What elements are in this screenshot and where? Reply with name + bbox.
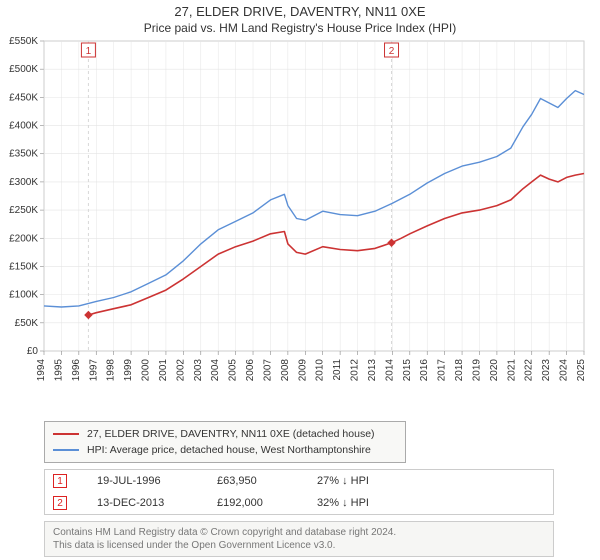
svg-text:£200K: £200K — [9, 233, 38, 244]
svg-text:2023: 2023 — [541, 359, 552, 382]
svg-text:2021: 2021 — [506, 359, 517, 382]
svg-text:£500K: £500K — [9, 64, 38, 75]
legend-item: HPI: Average price, detached house, West… — [53, 442, 397, 458]
legend-label: HPI: Average price, detached house, West… — [87, 444, 371, 456]
svg-text:1995: 1995 — [53, 359, 64, 382]
svg-text:2011: 2011 — [332, 359, 343, 381]
svg-text:£300K: £300K — [9, 177, 38, 188]
sale-delta: 27% ↓ HPI — [317, 475, 407, 487]
svg-text:2001: 2001 — [158, 359, 169, 382]
svg-text:1996: 1996 — [71, 359, 82, 382]
svg-text:2005: 2005 — [228, 359, 239, 382]
sales-table: 1 19-JUL-1996 £63,950 27% ↓ HPI 2 13-DEC-2013… — [44, 469, 554, 515]
svg-text:1: 1 — [86, 46, 92, 57]
legend: 27, ELDER DRIVE, DAVENTRY, NN11 0XE (det… — [44, 421, 406, 463]
svg-text:2017: 2017 — [437, 359, 448, 382]
sale-price: £63,950 — [217, 475, 287, 487]
attribution-footer: Contains HM Land Registry data © Crown c… — [44, 521, 554, 557]
sale-date: 13-DEC-2013 — [97, 497, 187, 509]
svg-text:£450K: £450K — [9, 92, 38, 103]
svg-text:£350K: £350K — [9, 149, 38, 160]
title-subtitle: Price paid vs. HM Land Registry's House … — [0, 21, 600, 35]
svg-text:£0: £0 — [27, 346, 39, 357]
chart-titles: 27, ELDER DRIVE, DAVENTRY, NN11 0XE Pric… — [0, 0, 600, 35]
legend-swatch — [53, 449, 79, 451]
svg-text:2002: 2002 — [175, 359, 186, 382]
svg-text:£550K: £550K — [9, 36, 38, 47]
svg-text:2025: 2025 — [576, 359, 587, 382]
svg-text:2009: 2009 — [297, 359, 308, 382]
svg-text:2020: 2020 — [489, 359, 500, 382]
svg-text:£400K: £400K — [9, 121, 38, 132]
svg-text:2014: 2014 — [384, 359, 395, 382]
title-address: 27, ELDER DRIVE, DAVENTRY, NN11 0XE — [0, 4, 600, 19]
svg-text:2022: 2022 — [524, 359, 535, 382]
svg-text:£50K: £50K — [15, 318, 39, 329]
sale-badge: 2 — [53, 496, 67, 510]
footer-line1: Contains HM Land Registry data © Crown c… — [53, 526, 545, 539]
sale-delta: 32% ↓ HPI — [317, 497, 407, 509]
line-chart: £0 £50K £100K £150K £200K £250K £300K £350K £400… — [0, 35, 600, 415]
sale-badge: 1 — [53, 474, 67, 488]
legend-swatch — [53, 433, 79, 435]
svg-text:£150K: £150K — [9, 261, 38, 272]
svg-text:2007: 2007 — [262, 359, 273, 382]
svg-text:2012: 2012 — [350, 359, 361, 382]
svg-text:£100K: £100K — [9, 290, 38, 301]
svg-text:2016: 2016 — [419, 359, 430, 382]
svg-text:2000: 2000 — [141, 359, 152, 382]
svg-text:2010: 2010 — [315, 359, 326, 382]
svg-text:2008: 2008 — [280, 359, 291, 382]
sale-row: 1 19-JUL-1996 £63,950 27% ↓ HPI — [45, 470, 553, 492]
legend-label: 27, ELDER DRIVE, DAVENTRY, NN11 0XE (det… — [87, 428, 375, 440]
svg-text:£250K: £250K — [9, 205, 38, 216]
svg-text:2013: 2013 — [367, 359, 378, 382]
svg-text:1997: 1997 — [88, 359, 99, 382]
chart-area: £0 £50K £100K £150K £200K £250K £300K £350K £400… — [0, 35, 600, 415]
sale-row: 2 13-DEC-2013 £192,000 32% ↓ HPI — [45, 492, 553, 514]
svg-text:2019: 2019 — [471, 359, 482, 382]
sale-price: £192,000 — [217, 497, 287, 509]
svg-text:2015: 2015 — [402, 359, 413, 382]
svg-text:2024: 2024 — [559, 359, 570, 382]
svg-text:2003: 2003 — [193, 359, 204, 382]
svg-text:1999: 1999 — [123, 359, 134, 382]
svg-text:1994: 1994 — [36, 359, 47, 382]
svg-text:2: 2 — [389, 46, 395, 57]
svg-text:2004: 2004 — [210, 359, 221, 382]
svg-text:2006: 2006 — [245, 359, 256, 382]
svg-text:2018: 2018 — [454, 359, 465, 382]
footer-line2: This data is licensed under the Open Gov… — [53, 539, 545, 552]
svg-text:1998: 1998 — [106, 359, 117, 382]
sale-date: 19-JUL-1996 — [97, 475, 187, 487]
legend-item: 27, ELDER DRIVE, DAVENTRY, NN11 0XE (det… — [53, 426, 397, 442]
